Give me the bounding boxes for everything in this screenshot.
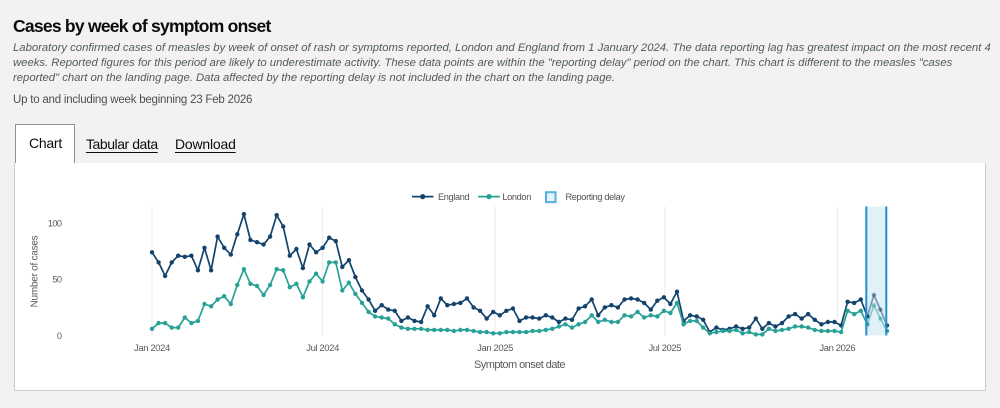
svg-text:100: 100 — [48, 218, 62, 228]
svg-text:Jul 2024: Jul 2024 — [306, 343, 339, 354]
svg-text:50: 50 — [52, 274, 62, 284]
svg-text:London: London — [502, 191, 531, 201]
svg-text:England: England — [438, 191, 470, 201]
svg-text:Reporting delay: Reporting delay — [566, 191, 626, 201]
svg-text:Jan 2025: Jan 2025 — [477, 343, 513, 354]
svg-text:Symptom onset date: Symptom onset date — [474, 359, 565, 371]
svg-text:Jan 2024: Jan 2024 — [134, 343, 170, 354]
svg-text:0: 0 — [57, 331, 62, 341]
svg-text:Jul 2025: Jul 2025 — [648, 343, 681, 354]
svg-text:Number of cases: Number of cases — [30, 235, 41, 307]
svg-text:Jan 2026: Jan 2026 — [819, 343, 855, 354]
